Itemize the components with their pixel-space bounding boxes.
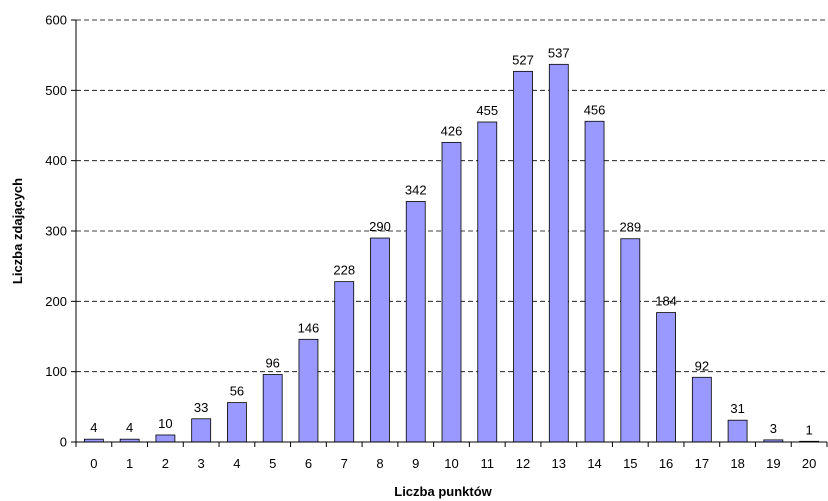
data-label: 31 xyxy=(730,401,744,416)
y-tick-label: 0 xyxy=(60,435,67,450)
x-tick-label: 4 xyxy=(233,456,240,471)
x-tick-label: 16 xyxy=(659,456,673,471)
data-label: 342 xyxy=(405,182,427,197)
x-tick-label: 18 xyxy=(730,456,744,471)
y-tick-labels: 0 100 200 300 400 500 600 xyxy=(45,13,67,450)
data-label: 426 xyxy=(441,123,463,138)
data-label: 92 xyxy=(695,358,709,373)
x-tick-label: 6 xyxy=(305,456,312,471)
y-tick-label: 100 xyxy=(45,364,67,379)
bar-5 xyxy=(262,374,283,443)
bar-13 xyxy=(548,63,569,443)
data-label: 289 xyxy=(619,220,641,235)
x-tick-label: 1 xyxy=(126,456,133,471)
data-label: 228 xyxy=(333,263,355,278)
grid-lines xyxy=(76,19,827,373)
data-label: 184 xyxy=(655,294,677,309)
bar-16 xyxy=(656,312,676,443)
x-tick-label: 14 xyxy=(587,456,601,471)
x-tick-label: 11 xyxy=(481,456,495,471)
x-tick-label: 0 xyxy=(90,456,97,471)
data-label: 4 xyxy=(90,420,97,435)
x-tick-label: 9 xyxy=(412,456,419,471)
data-label: 96 xyxy=(265,355,279,370)
y-tick-label: 400 xyxy=(45,153,67,168)
y-tick-label: 300 xyxy=(45,224,67,239)
bar-12 xyxy=(513,70,533,443)
data-label: 4 xyxy=(126,420,133,435)
data-labels: 4 4 10 33 56 96 146 228 290 342 426 455 527 537 456 289… xyxy=(90,45,812,437)
bars xyxy=(83,63,820,443)
bar-15 xyxy=(620,238,641,443)
bar-4 xyxy=(227,402,247,443)
bar-9 xyxy=(405,201,426,443)
x-tick-label: 7 xyxy=(341,456,348,471)
y-tick-label: 200 xyxy=(45,294,67,309)
data-label: 1 xyxy=(806,422,813,437)
data-label: 456 xyxy=(584,102,606,117)
bar-8 xyxy=(370,237,390,443)
x-tick-label: 15 xyxy=(623,456,637,471)
x-tick-label: 3 xyxy=(198,456,205,471)
x-tick-label: 10 xyxy=(444,456,458,471)
bar-6 xyxy=(298,338,319,443)
data-label: 455 xyxy=(476,103,498,118)
bar-14 xyxy=(584,120,605,443)
x-tick-label: 2 xyxy=(162,456,169,471)
x-tick-label: 5 xyxy=(269,456,276,471)
y-tick-label: 500 xyxy=(45,83,67,98)
data-label: 10 xyxy=(158,416,172,431)
bar-2 xyxy=(155,434,176,443)
data-label: 290 xyxy=(369,219,391,234)
data-label: 527 xyxy=(512,52,534,67)
x-tick-label: 19 xyxy=(766,456,780,471)
data-label: 56 xyxy=(230,384,244,399)
y-axis-title: Liczba zdających xyxy=(10,178,25,284)
bar-11 xyxy=(477,121,498,443)
bar-7 xyxy=(334,281,355,443)
y-tick-label: 600 xyxy=(45,13,67,28)
axes xyxy=(71,19,828,447)
x-tick-label: 12 xyxy=(516,456,530,471)
data-label: 3 xyxy=(770,421,777,436)
data-label: 146 xyxy=(298,320,320,335)
x-tick-label: 13 xyxy=(552,456,566,471)
x-tick-labels: 0 1 2 3 4 5 6 7 8 9 10 11 12 13 14 15 16 17 18 19 20 xyxy=(90,456,816,471)
x-tick-label: 17 xyxy=(695,456,709,471)
x-tick-label: 20 xyxy=(802,456,816,471)
x-tick-label: 8 xyxy=(376,456,383,471)
x-axis-title: Liczba punktów xyxy=(394,484,492,499)
data-label: 33 xyxy=(194,400,208,415)
bar-10 xyxy=(441,141,462,443)
data-label: 537 xyxy=(548,45,570,60)
bar-18 xyxy=(727,419,748,443)
bar-3 xyxy=(191,418,212,443)
bar-17 xyxy=(691,376,712,443)
